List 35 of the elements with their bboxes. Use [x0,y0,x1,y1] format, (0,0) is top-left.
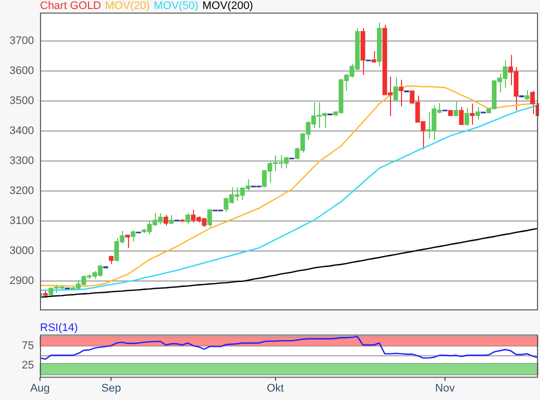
candlestick [130,230,136,242]
text: MOV(200) [202,0,254,12]
y-tick-label: 2900 [10,274,34,287]
candlestick [207,208,212,228]
x-tick-label: Nov [435,382,456,394]
candlestick [393,76,398,101]
candlestick [125,234,130,248]
y-tick-label: 3200 [10,185,34,198]
candlestick [475,106,480,120]
x-tick-label: Okt [266,382,284,394]
candlestick [464,107,470,126]
series-label: RSI(14) [40,322,78,334]
y-tick-label: 3100 [10,214,34,227]
x-tick-label: Aug [30,382,50,394]
candlestick [530,90,535,114]
candlestick [459,106,464,126]
y-tick-label: 3300 [10,155,34,168]
x-tick-label: Sep [101,382,121,394]
text: MOV(20) [105,0,150,12]
y-tick-label: 75 [22,340,34,352]
candlestick [470,103,475,126]
candlestick [454,101,458,116]
candlestick [185,212,190,225]
y-tick-label: 3700 [10,35,34,48]
candlestick [164,214,168,226]
candlestick [398,79,404,107]
y-tick-label: 3400 [10,125,34,138]
y-tick-label: 3500 [10,95,34,108]
y-tick-label: 3000 [10,244,34,257]
candlestick [169,214,174,225]
candlestick [524,90,530,100]
text: MOV(50) [154,0,198,12]
y-tick-label: 3600 [10,65,34,78]
y-tick-label: 25 [22,359,34,372]
text: Chart GOLD [40,0,102,12]
